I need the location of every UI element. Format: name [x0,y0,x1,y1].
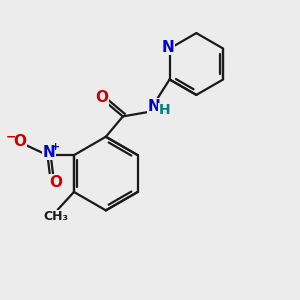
Text: O: O [96,90,109,105]
Text: N: N [148,99,161,114]
Text: −: − [5,131,16,144]
Text: N: N [43,145,55,160]
Text: O: O [49,175,62,190]
Text: O: O [14,134,27,149]
Text: +: + [51,142,60,152]
Text: N: N [162,40,175,55]
Text: CH₃: CH₃ [44,211,69,224]
Text: H: H [158,103,170,117]
